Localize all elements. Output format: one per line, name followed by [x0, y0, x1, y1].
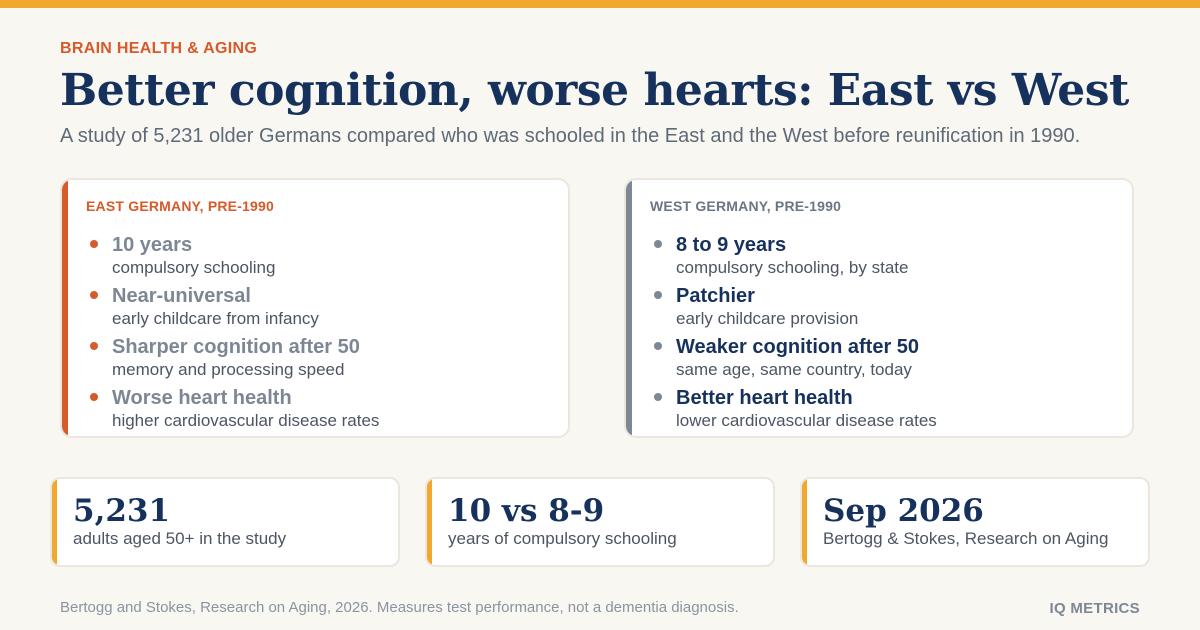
list-item: Patchier early childcare provision	[650, 284, 1120, 335]
stat-accent	[802, 479, 807, 565]
stat-card-schooling: 10 vs 8-9 years of compulsory schooling	[425, 477, 775, 567]
item-title: Patchier	[676, 285, 755, 307]
item-title: 8 to 9 years	[676, 234, 787, 256]
west-germany-card: WEST GERMANY, PRE-1990 8 to 9 years comp…	[624, 178, 1134, 438]
west-item-list: 8 to 9 years compulsory schooling, by st…	[650, 233, 1120, 436]
list-item: 10 years compulsory schooling	[86, 233, 556, 284]
item-subtitle: compulsory schooling, by state	[676, 258, 909, 277]
item-subtitle: compulsory schooling	[112, 258, 276, 277]
item-subtitle: early childcare provision	[676, 309, 859, 328]
item-subtitle: lower cardiovascular disease rates	[676, 411, 937, 430]
stat-accent	[427, 479, 432, 565]
list-item: Near-universal early childcare from infa…	[86, 284, 556, 335]
east-item-list: 10 years compulsory schooling Near-unive…	[86, 233, 556, 436]
east-germany-card: EAST GERMANY, PRE-1990 10 years compulso…	[60, 178, 570, 438]
item-title: Sharper cognition after 50	[112, 336, 360, 358]
item-subtitle: memory and processing speed	[112, 360, 345, 379]
brand-logo: IQ METRICS	[1049, 600, 1140, 617]
list-item: Worse heart health higher cardiovascular…	[86, 386, 556, 436]
item-title: Better heart health	[676, 387, 853, 409]
section-kicker: BRAIN HEALTH & AGING	[60, 40, 258, 57]
bullet-dot-icon	[654, 240, 662, 248]
list-item: 8 to 9 years compulsory schooling, by st…	[650, 233, 1120, 284]
west-card-accent	[626, 180, 632, 436]
stat-card-publication: Sep 2026 Bertogg & Stokes, Research on A…	[800, 477, 1150, 567]
east-card-accent	[62, 180, 68, 436]
stat-label: years of compulsory schooling	[448, 529, 677, 548]
item-subtitle: early childcare from infancy	[112, 309, 319, 328]
bullet-dot-icon	[90, 291, 98, 299]
list-item: Sharper cognition after 50 memory and pr…	[86, 335, 556, 386]
list-item: Better heart health lower cardiovascular…	[650, 386, 1120, 436]
stat-label: adults aged 50+ in the study	[73, 529, 287, 548]
item-title: Worse heart health	[112, 387, 292, 409]
item-title: 10 years	[112, 234, 193, 256]
item-title: Weaker cognition after 50	[676, 336, 920, 358]
stat-value: Sep 2026	[823, 493, 984, 529]
page-subtitle: A study of 5,231 older Germans compared …	[60, 125, 1081, 147]
stat-accent	[52, 479, 57, 565]
west-card-label: WEST GERMANY, PRE-1990	[650, 198, 842, 214]
stat-card-participants: 5,231 adults aged 50+ in the study	[50, 477, 400, 567]
list-item: Weaker cognition after 50 same age, same…	[650, 335, 1120, 386]
east-card-label: EAST GERMANY, PRE-1990	[86, 198, 275, 214]
bullet-dot-icon	[654, 342, 662, 350]
top-accent-bar	[0, 0, 1200, 8]
source-note: Bertogg and Stokes, Research on Aging, 2…	[60, 599, 739, 616]
item-subtitle: same age, same country, today	[676, 360, 912, 379]
bullet-dot-icon	[90, 393, 98, 401]
bullet-dot-icon	[90, 342, 98, 350]
bullet-dot-icon	[90, 240, 98, 248]
page-title: Better cognition, worse hearts: East vs …	[60, 65, 1129, 116]
stat-value: 5,231	[73, 493, 171, 529]
stat-label: Bertogg & Stokes, Research on Aging	[823, 529, 1109, 548]
bullet-dot-icon	[654, 291, 662, 299]
stat-value: 10 vs 8-9	[448, 493, 605, 529]
item-title: Near-universal	[112, 285, 251, 307]
bullet-dot-icon	[654, 393, 662, 401]
item-subtitle: higher cardiovascular disease rates	[112, 411, 380, 430]
